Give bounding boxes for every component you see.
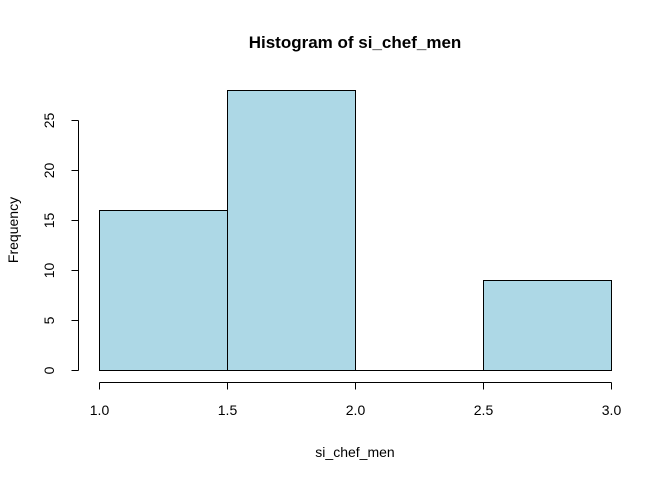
x-axis: 1.0 1.5 2.0 2.5 3.0 (90, 382, 622, 418)
histogram-bar (99, 210, 228, 371)
x-tick-label: 1.0 (90, 402, 110, 418)
y-tick-label: 0 (41, 366, 57, 374)
x-tick-label: 2.0 (346, 402, 366, 418)
y-axis-label: Frequency (5, 197, 21, 263)
y-tick-label: 15 (41, 213, 57, 229)
x-tick-label: 3.0 (602, 402, 622, 418)
x-tick-label: 2.5 (474, 402, 494, 418)
x-tick-label: 1.5 (218, 402, 238, 418)
histogram-bar (227, 90, 356, 371)
histogram-bar (483, 280, 612, 371)
y-axis: 0 5 10 15 20 25 (41, 113, 79, 374)
chart-title: Histogram of si_chef_men (249, 33, 462, 52)
x-axis-label: si_chef_men (315, 444, 394, 460)
y-tick-label: 20 (41, 163, 57, 179)
bars-group (99, 90, 612, 371)
y-tick-label: 10 (41, 263, 57, 279)
y-tick-label: 25 (41, 113, 57, 129)
y-tick-label: 5 (41, 316, 57, 324)
